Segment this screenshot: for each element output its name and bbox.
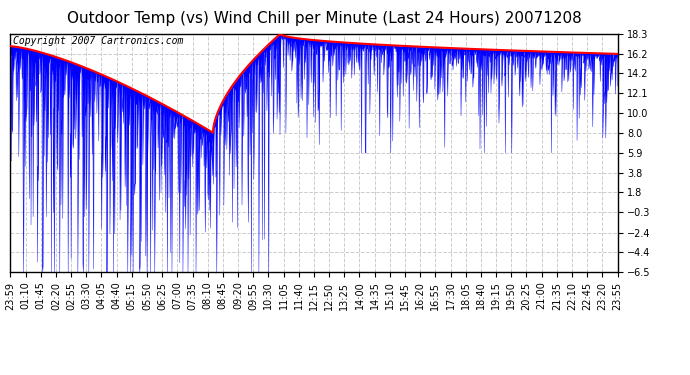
Text: Outdoor Temp (vs) Wind Chill per Minute (Last 24 Hours) 20071208: Outdoor Temp (vs) Wind Chill per Minute … (67, 11, 582, 26)
Text: Copyright 2007 Cartronics.com: Copyright 2007 Cartronics.com (13, 36, 184, 46)
